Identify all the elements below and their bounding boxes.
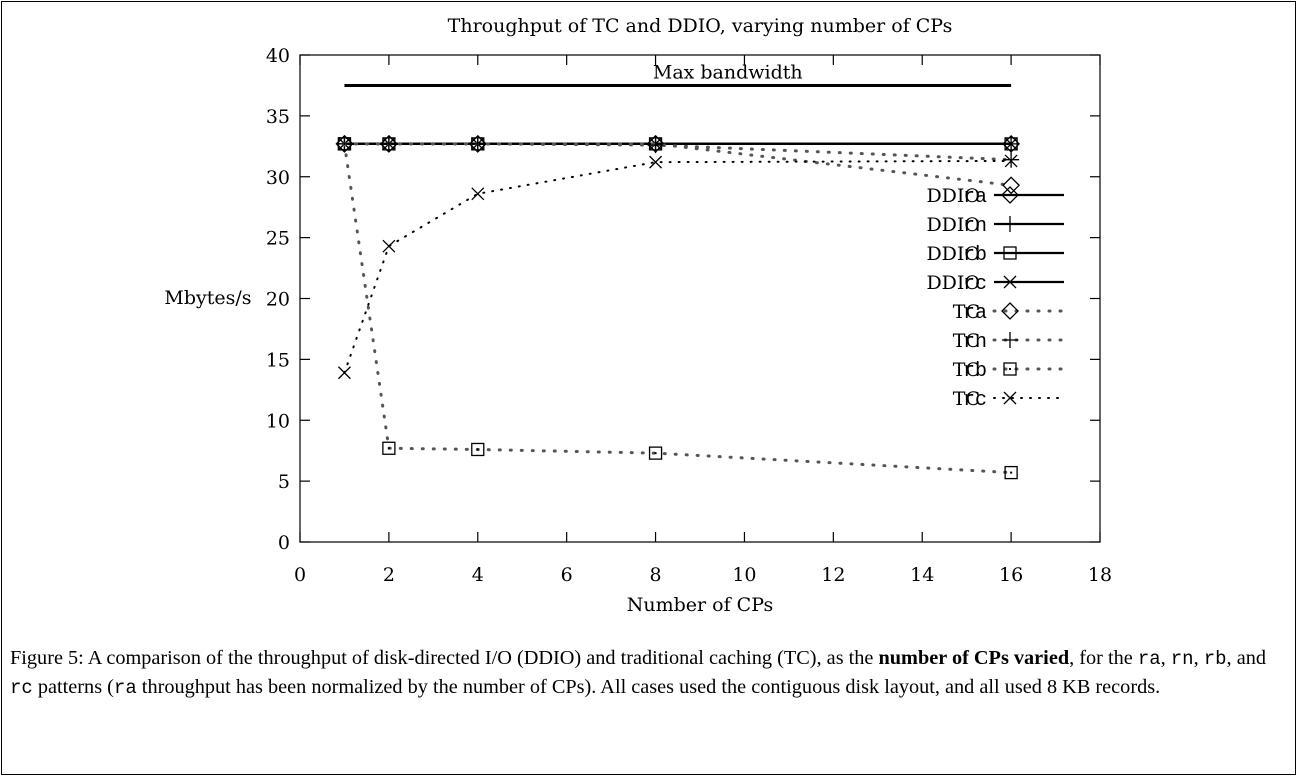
figure-caption: Figure 5: A comparison of the throughput…: [10, 644, 1290, 702]
x-axis: 0 2 4 6 8 10 12 14 16 18: [294, 55, 1112, 586]
series-line: [342, 142, 1013, 162]
y-tick-label: 40: [266, 45, 290, 67]
series-line: [342, 142, 1013, 475]
legend-label-pattern: rn: [963, 331, 987, 354]
legend-label-system: TC: [953, 388, 980, 410]
caption-sep-2: ,: [1193, 647, 1204, 669]
series-tc-rn: [335, 135, 1020, 169]
caption-sep-4: patterns (: [32, 676, 114, 698]
legend-label-system: DDIO: [926, 214, 980, 236]
caption-code-ra-2: ra: [113, 677, 137, 699]
legend-label-pattern: rb: [963, 244, 987, 267]
legend-label-system: TC: [953, 330, 980, 352]
series-line: [343, 159, 1013, 374]
chart-title: Throughput of TC and DDIO, varying numbe…: [448, 15, 953, 37]
legend-label-system: TC: [953, 359, 980, 381]
x-tick-label: 14: [910, 564, 934, 586]
data-point: [382, 441, 396, 455]
y-axis-label: Mbytes/s: [164, 287, 251, 309]
data-point: [648, 446, 663, 460]
y-tick-label: 20: [266, 289, 290, 311]
data-point: [337, 366, 352, 380]
series-tc-rb: [337, 137, 1018, 480]
caption-text-1: Figure 5: A comparison of the throughput…: [10, 647, 879, 669]
x-tick-label: 16: [999, 564, 1023, 586]
legend-swatch-marker: [1001, 215, 1019, 233]
caption-text-3: throughput has been normalized by the nu…: [136, 676, 1161, 698]
data-point: [382, 239, 396, 253]
legend-label-system: DDIO: [926, 243, 980, 265]
x-tick-label: 18: [1088, 564, 1112, 586]
data-point: [471, 442, 485, 457]
caption-code-rc: rc: [10, 677, 33, 699]
legend-label-pattern: rn: [963, 215, 987, 238]
y-axis: 0 5 10 15 20 25 30 35 40: [266, 45, 1100, 554]
x-tick-label: 0: [294, 564, 306, 586]
caption-bold: number of CPs varied: [878, 647, 1070, 669]
x-tick-label: 10: [732, 564, 756, 586]
caption-text-2: , for the: [1069, 647, 1138, 669]
x-tick-label: 6: [561, 564, 573, 586]
legend-label-pattern: ra: [963, 186, 987, 209]
legend-swatch-marker: [1003, 391, 1017, 405]
caption-code-rn: rn: [1170, 648, 1194, 670]
legend-label-system: DDIO: [926, 185, 980, 207]
y-tick-label: 30: [266, 167, 290, 189]
x-tick-label: 8: [650, 564, 662, 586]
y-tick-label: 35: [266, 106, 290, 128]
series-ddio-rc: [337, 137, 1018, 151]
y-tick-label: 0: [278, 532, 290, 554]
series-tc-rc: [337, 154, 1018, 380]
data-point: [1002, 151, 1020, 169]
y-tick-label: 25: [266, 228, 290, 250]
caption-sep-3: , and: [1226, 647, 1266, 669]
x-tick-label: 4: [472, 564, 484, 586]
max-bandwidth-label: Max bandwidth: [653, 61, 803, 83]
caption-code-ra: ra: [1137, 648, 1161, 670]
data-point: [471, 187, 485, 201]
series-layer: [335, 135, 1020, 480]
legend-label-system: DDIO: [926, 272, 980, 294]
caption-sep-1: ,: [1160, 647, 1171, 669]
legend-label-system: TC: [953, 301, 980, 323]
y-tick-label: 15: [266, 349, 290, 371]
caption-code-rb: rb: [1203, 648, 1227, 670]
series-line: [342, 142, 1013, 187]
legend-label-pattern: rc: [963, 389, 987, 412]
x-axis-label: Number of CPs: [627, 594, 773, 616]
y-tick-label: 5: [278, 471, 290, 493]
legend-label-pattern: ra: [963, 302, 987, 325]
plot-area-border: [299, 54, 1101, 543]
legend-label-pattern: rb: [963, 360, 987, 383]
x-tick-label: 2: [383, 564, 395, 586]
legend-label-pattern: rc: [963, 273, 987, 296]
y-tick-label: 10: [266, 410, 290, 432]
legend-swatch-marker: [1001, 331, 1019, 349]
x-tick-label: 12: [821, 564, 845, 586]
